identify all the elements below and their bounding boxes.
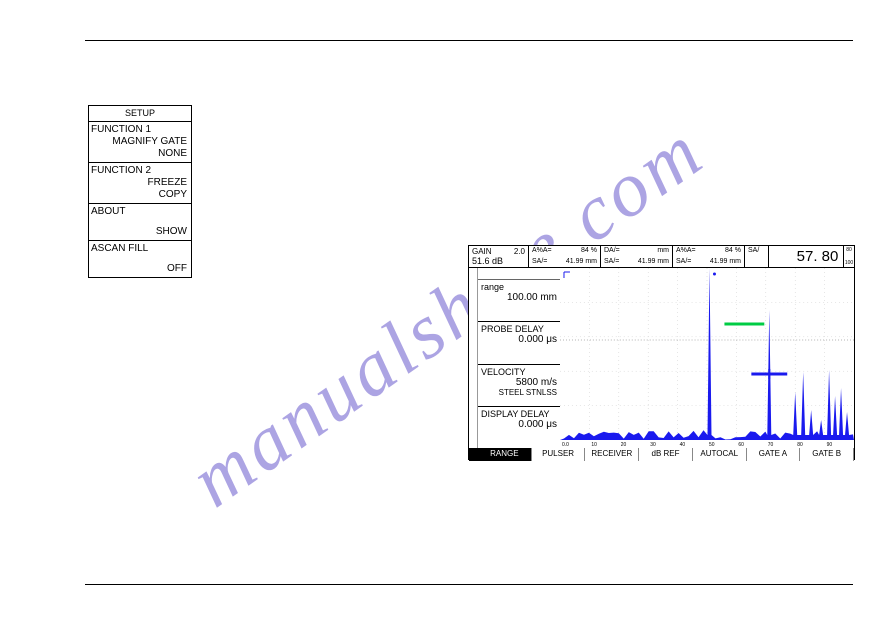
menu-row-value: NONE bbox=[91, 148, 187, 160]
svg-text:10: 10 bbox=[591, 442, 597, 448]
page-rule-top bbox=[85, 40, 853, 41]
side-sublabel: STEEL STNLSS bbox=[481, 388, 557, 397]
svg-text:90: 90 bbox=[827, 442, 833, 448]
svg-text:40: 40 bbox=[680, 442, 686, 448]
side-value: 100.00 mm bbox=[481, 292, 557, 303]
setup-menu: SETUP FUNCTION 1 MAGNIFY GATE NONE FUNCT… bbox=[88, 105, 192, 278]
side-range[interactable]: range 100.00 mm bbox=[478, 280, 560, 322]
menu-row-title: FUNCTION 2 bbox=[91, 165, 187, 177]
menu-row-value: MAGNIFY GATE bbox=[91, 136, 187, 148]
svg-text:20: 20 bbox=[621, 442, 627, 448]
menu-row-function2[interactable]: FUNCTION 2 FREEZE COPY bbox=[89, 163, 191, 204]
depth-bar-bottom: 100 bbox=[845, 260, 853, 266]
tab-autocal[interactable]: AUTOCAL bbox=[693, 448, 747, 461]
svg-text:50: 50 bbox=[709, 442, 715, 448]
tab-db-ref[interactable]: dB REF bbox=[639, 448, 693, 461]
side-display-delay[interactable]: DISPLAY DELAY 0.000 μs bbox=[478, 407, 560, 448]
depth-bar-top: 80 bbox=[846, 247, 852, 253]
side-label: VELOCITY bbox=[481, 367, 557, 377]
side-probe-delay[interactable]: PROBE DELAY 0.000 μs bbox=[478, 322, 560, 364]
margin-column bbox=[469, 268, 478, 448]
gain-value: 51.6 dB bbox=[472, 256, 525, 266]
side-panel: range 100.00 mm PROBE DELAY 0.000 μs VEL… bbox=[478, 268, 560, 448]
menu-row-title: FUNCTION 1 bbox=[91, 124, 187, 136]
side-label: range bbox=[481, 282, 557, 292]
menu-row-value: SHOW bbox=[91, 226, 187, 238]
instrument-tabs: RANGEPULSERRECEIVERdB REFAUTOCALGATE AGA… bbox=[469, 448, 854, 461]
svg-text:30: 30 bbox=[650, 442, 656, 448]
side-value: 5800 m/s bbox=[481, 377, 557, 388]
depth-bar: 80 100 bbox=[844, 246, 854, 267]
tab-gate-a[interactable]: GATE A bbox=[747, 448, 801, 461]
menu-row-title: ABOUT bbox=[91, 206, 187, 218]
menu-row-value: COPY bbox=[91, 189, 187, 201]
big-reading: 57. 80 bbox=[792, 246, 844, 267]
gain-step: 2.0 bbox=[514, 247, 525, 256]
gain-cell[interactable]: GAIN 2.0 51.6 dB bbox=[469, 246, 529, 267]
svg-text:0.0: 0.0 bbox=[562, 442, 569, 448]
menu-row-about[interactable]: ABOUT SHOW bbox=[89, 204, 191, 241]
instrument-display: GAIN 2.0 51.6 dB A%A=84 %SA/=41.99 mmDA/… bbox=[468, 245, 855, 460]
instrument-top-bar: GAIN 2.0 51.6 dB A%A=84 %SA/=41.99 mmDA/… bbox=[469, 246, 854, 268]
tab-pulser[interactable]: PULSER bbox=[532, 448, 586, 461]
menu-row-value: OFF bbox=[91, 263, 187, 275]
setup-menu-header: SETUP bbox=[89, 106, 191, 122]
svg-text:70: 70 bbox=[768, 442, 774, 448]
top-reading-cell: A%A=84 %SA/=41.99 mm bbox=[529, 246, 601, 267]
menu-row-function1[interactable]: FUNCTION 1 MAGNIFY GATE NONE bbox=[89, 122, 191, 163]
tab-receiver[interactable]: RECEIVER bbox=[585, 448, 639, 461]
svg-text:80: 80 bbox=[797, 442, 803, 448]
svg-text:60: 60 bbox=[738, 442, 744, 448]
side-label: DISPLAY DELAY bbox=[481, 409, 557, 419]
side-value: 0.000 μs bbox=[481, 419, 557, 430]
top-reading-cell: A%A=84 %SA/=41.99 mm bbox=[673, 246, 745, 267]
top-reading-cell: SA/ bbox=[745, 246, 769, 267]
side-label: PROBE DELAY bbox=[481, 324, 557, 334]
gain-label: GAIN bbox=[472, 247, 492, 256]
page-rule-bottom bbox=[85, 584, 853, 585]
tab-range[interactable]: RANGE bbox=[478, 448, 532, 461]
side-value: 0.000 μs bbox=[481, 334, 557, 345]
menu-row-title: ASCAN FILL bbox=[91, 243, 187, 255]
tab-gate-b[interactable]: GATE B bbox=[800, 448, 854, 461]
ascan-display: 0.0 10 20 30 40 50 60 70 80 90 bbox=[560, 268, 854, 448]
menu-row-value: FREEZE bbox=[91, 177, 187, 189]
side-velocity[interactable]: VELOCITY 5800 m/s STEEL STNLSS bbox=[478, 365, 560, 407]
menu-row-ascanfill[interactable]: ASCAN FILL OFF bbox=[89, 241, 191, 277]
top-reading-cell: DA/=mmSA/=41.99 mm bbox=[601, 246, 673, 267]
